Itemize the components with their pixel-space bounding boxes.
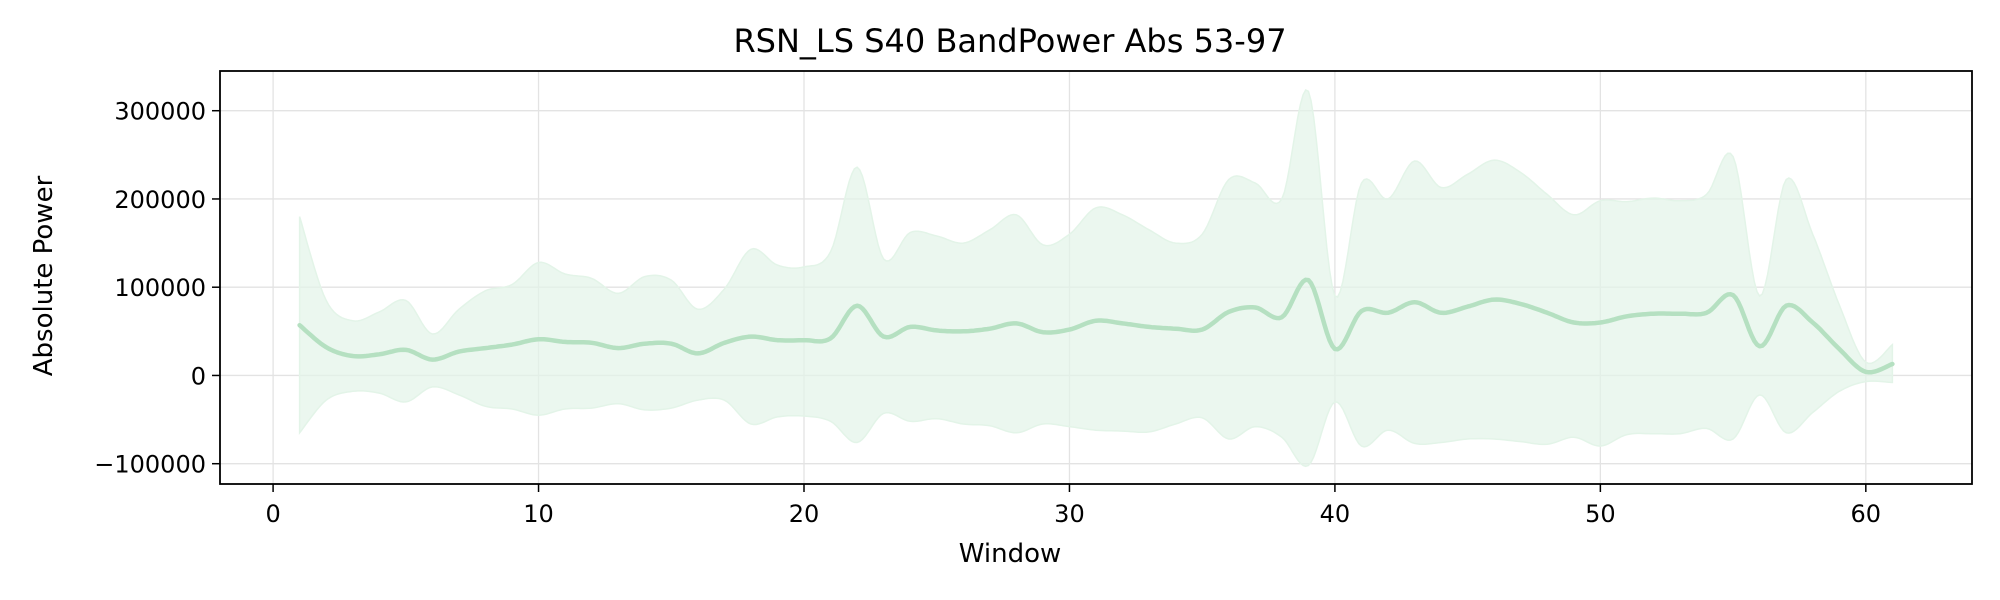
x-tick-label: 50 [1585,500,1616,528]
mean-series-line [297,277,1895,375]
x-tick-label: 60 [1851,500,1882,528]
y-tick-label: 200000 [114,186,206,214]
x-tick-label: 0 [265,500,280,528]
x-tick-label: 10 [523,500,554,528]
y-tick-label: 0 [191,362,206,390]
y-tick-label: 100000 [114,274,206,302]
x-tick-label: 40 [1320,500,1351,528]
x-axis: 0 10 20 30 40 50 60 [265,484,1881,528]
std-band-area [298,89,1894,468]
y-tick-label: −100000 [94,451,206,479]
plot-frame [219,70,1973,485]
x-tick-label: 30 [1054,500,1085,528]
y-axis: −100000 0 100000 200000 300000 [94,98,220,479]
y-axis-label: Absolute Power [29,175,59,376]
x-axis-label: Window [959,539,1062,569]
x-tick-label: 20 [789,500,820,528]
y-tick-label: 300000 [114,98,206,126]
chart-title: RSN_LS S40 BandPower Abs 53-97 [733,22,1286,60]
